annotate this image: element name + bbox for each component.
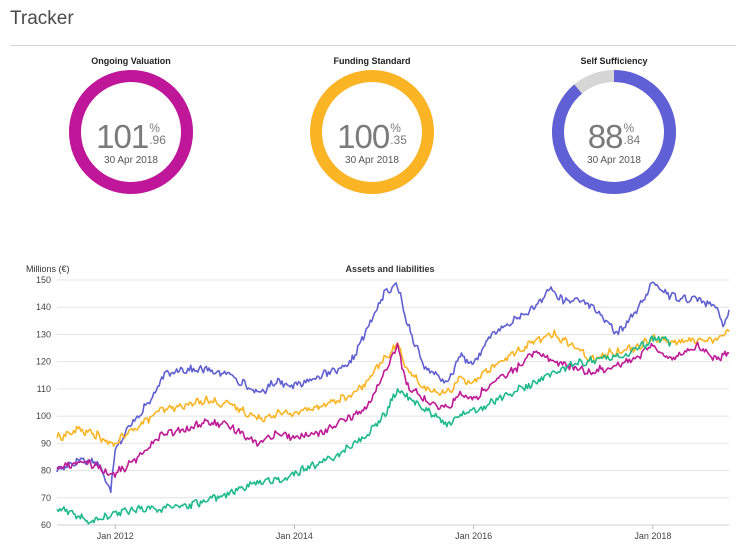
gauge-value-int: 100 bbox=[337, 118, 390, 155]
gauge-percent-sign: % bbox=[149, 121, 160, 135]
gauge-ring-fill bbox=[310, 70, 434, 194]
gauge-date: 30 Apr 2018 bbox=[587, 155, 641, 166]
gauge-value-decimal: .35 bbox=[390, 133, 407, 147]
y-tick-label: 100 bbox=[36, 411, 51, 421]
chart-grid bbox=[57, 279, 729, 526]
gauge-label: Self Sufficiency bbox=[580, 56, 648, 66]
y-tick-label: 150 bbox=[36, 275, 51, 285]
gauge-label: Ongoing Valuation bbox=[91, 56, 171, 66]
y-tick-label: 130 bbox=[36, 329, 51, 339]
y-tick-label: 120 bbox=[36, 357, 51, 367]
gauge-label: Funding Standard bbox=[333, 56, 411, 66]
gauge-funding-standard[interactable]: Funding Standard 100 % .35 30 Apr 2018 bbox=[302, 54, 442, 196]
gauge-ongoing-valuation[interactable]: Ongoing Valuation 101 % .96 30 Apr 2018 bbox=[61, 54, 201, 196]
chart-series bbox=[56, 281, 730, 525]
x-tick-label: Jan 2016 bbox=[455, 531, 492, 541]
gauge-percent-sign: % bbox=[390, 121, 401, 135]
chart-title: Assets and liabilities bbox=[345, 264, 434, 274]
y-tick-label: 140 bbox=[36, 302, 51, 312]
gauge-value-decimal: .84 bbox=[623, 133, 641, 147]
assets-liabilities-chart[interactable]: Assets and liabilities Millions (€) 60 70… bbox=[0, 258, 744, 549]
gauge-ring-fill bbox=[69, 70, 193, 194]
gauge-value-int: 101 bbox=[96, 118, 149, 155]
series-line-3 bbox=[56, 341, 730, 478]
gauge-date: 30 Apr 2018 bbox=[345, 155, 399, 166]
gauge-date: 30 Apr 2018 bbox=[104, 155, 158, 166]
gauge-ring bbox=[552, 70, 676, 194]
x-tick-label: Jan 2018 bbox=[634, 531, 671, 541]
y-tick-label: 80 bbox=[41, 466, 51, 476]
y-tick-label: 70 bbox=[41, 493, 51, 503]
chart-svg: Assets and liabilities Millions (€) 60 70… bbox=[26, 264, 730, 541]
series-line-2 bbox=[56, 328, 730, 447]
x-tick-label: Jan 2014 bbox=[276, 531, 313, 541]
x-tick-label: Jan 2012 bbox=[97, 531, 134, 541]
gauge-value-decimal: .96 bbox=[149, 133, 166, 147]
gauge-value-int: 88 bbox=[587, 118, 624, 155]
series-line-1 bbox=[56, 281, 730, 494]
chart-ylabel: Millions (€) bbox=[26, 264, 70, 274]
gauge-percent-sign: % bbox=[623, 121, 635, 135]
page-title: Tracker bbox=[10, 8, 74, 29]
gauge-self-sufficiency[interactable]: Self Sufficiency 88 % .84 30 Apr 2018 bbox=[544, 54, 684, 196]
chart-axes: 60 70 80 90 100 110 120 130 140 150 Jan 2012 Jan 20… bbox=[36, 275, 729, 541]
gauge-ring bbox=[69, 70, 193, 194]
y-tick-label: 60 bbox=[41, 520, 51, 530]
series-line-4 bbox=[56, 335, 672, 525]
y-tick-label: 90 bbox=[41, 438, 51, 448]
gauge-ring-fill bbox=[552, 70, 676, 194]
header-divider bbox=[10, 45, 736, 46]
y-tick-label: 110 bbox=[37, 384, 51, 394]
gauge-ring bbox=[310, 70, 434, 194]
